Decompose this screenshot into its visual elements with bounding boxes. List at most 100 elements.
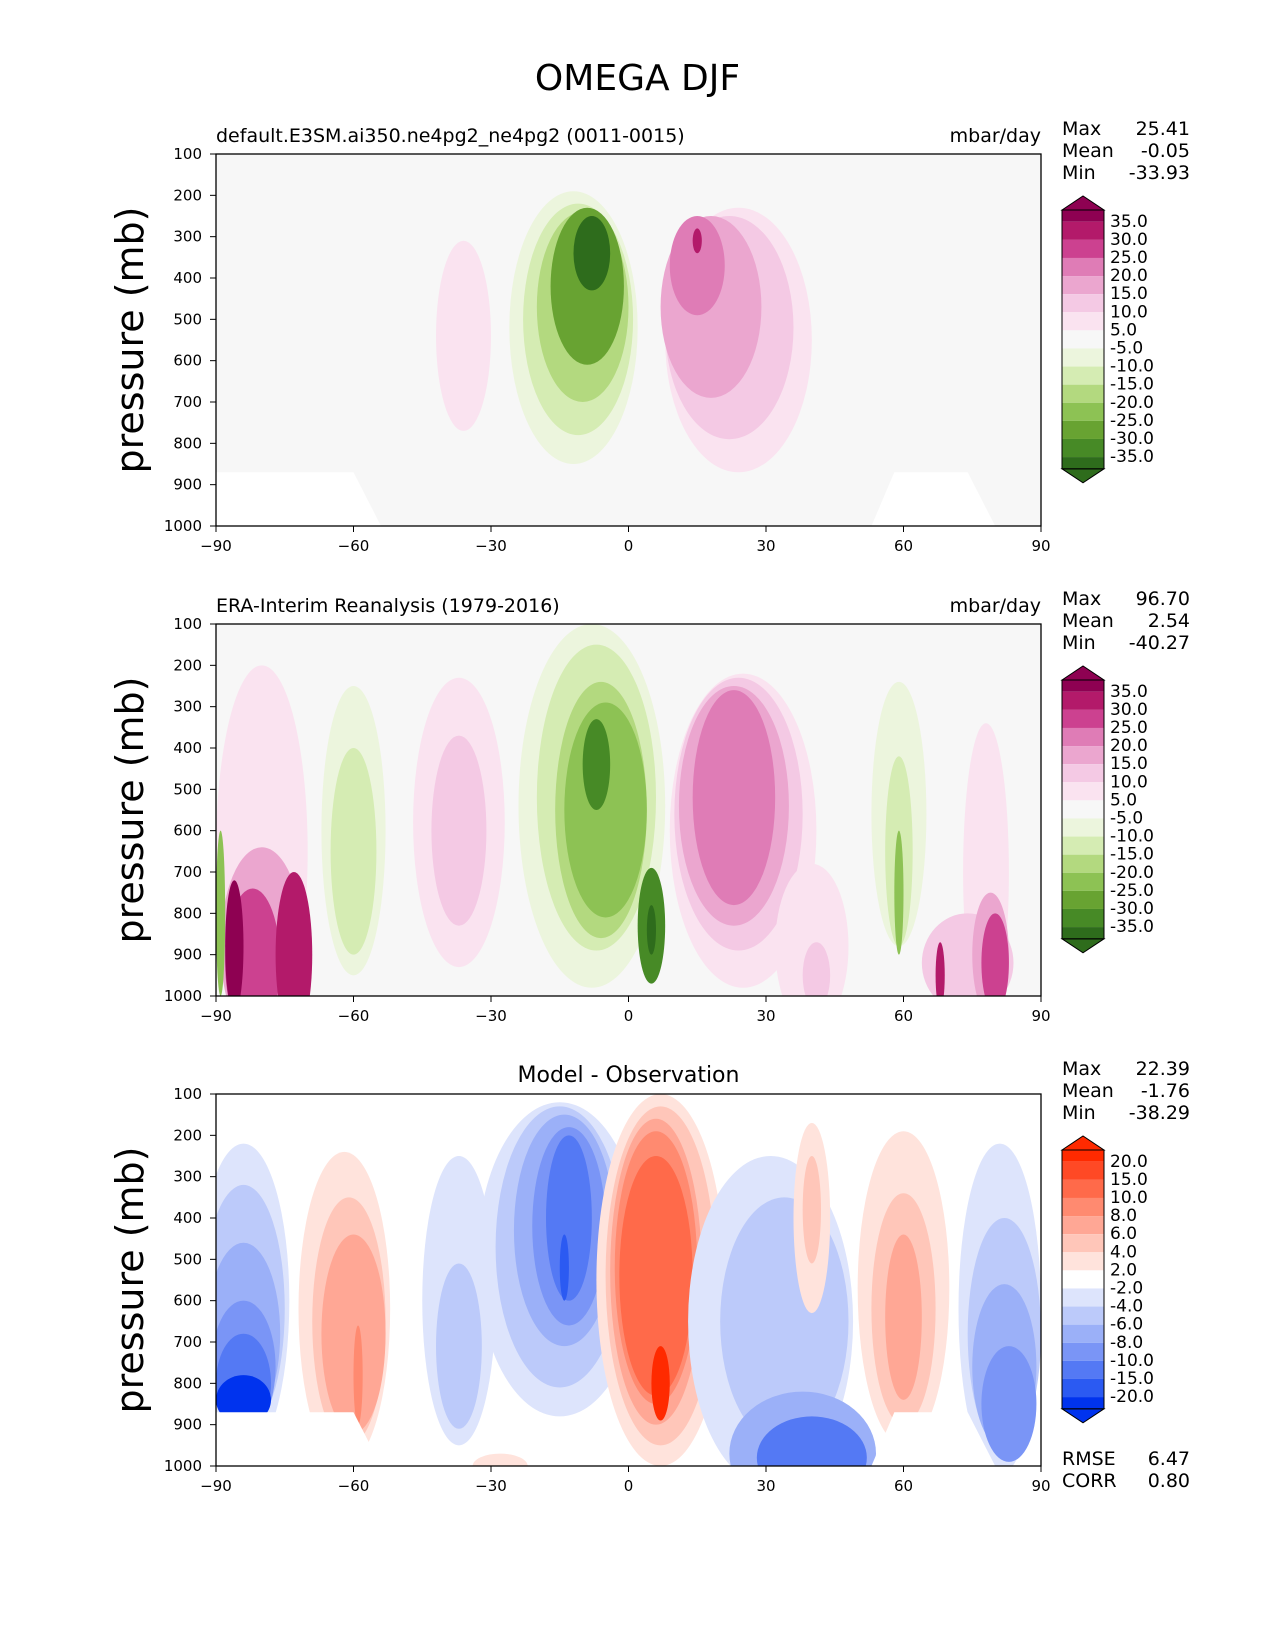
stat-label: Min [1062, 1102, 1096, 1124]
colorbar-swatch [1062, 348, 1104, 367]
y-tick-label: 1000 [164, 517, 202, 535]
contour-region [216, 1375, 271, 1425]
colorbar: 20.015.010.08.06.04.02.0-2.0-4.0-6.0-8.0… [1060, 1135, 1154, 1424]
units-label: mbar/day [950, 125, 1041, 147]
colorbar-swatch [1062, 854, 1104, 873]
y-tick-label: 800 [173, 434, 202, 452]
stat-value: -1.76 [1140, 1080, 1190, 1102]
terrain-mask [216, 1412, 381, 1466]
y-tick-label: 500 [173, 310, 202, 328]
colorbar-frame [1061, 1149, 1105, 1410]
stat-label: Mean [1062, 1080, 1114, 1102]
contour-region [692, 228, 702, 254]
y-tick-label: 1000 [164, 987, 202, 1005]
colorbar-swatch [1062, 384, 1104, 403]
colorbar-swatch [1062, 210, 1104, 222]
colorbar-tick-label: 35.0 [1110, 212, 1148, 232]
colorbar-tick-label: 20.0 [1110, 1152, 1148, 1172]
colorbar-tick-label: 15.0 [1110, 754, 1148, 774]
error-stats: RMSE 6.47 CORR 0.80 [1062, 1448, 1190, 1492]
stat-value: -40.27 [1128, 632, 1190, 654]
x-tick-label: 30 [756, 1477, 775, 1495]
colorbar-tick-label: -10.0 [1110, 827, 1154, 847]
y-tick-label: 200 [173, 656, 202, 674]
contour-field [216, 191, 996, 526]
terrain-mask [871, 472, 996, 526]
stat-label: Mean [1062, 610, 1114, 632]
y-tick-label: 300 [173, 698, 202, 716]
colorbar-swatch [1062, 312, 1104, 331]
panel-title: default.E3SM.ai350.ne4pg2_ne4pg2 (0011-0… [216, 125, 685, 147]
colorbar-tick-label: -25.0 [1110, 411, 1154, 431]
y-tick-label: 600 [173, 352, 202, 370]
terrain-mask [216, 472, 381, 526]
contour-region [431, 735, 487, 926]
x-tick-label: −30 [475, 1007, 507, 1025]
x-tick-label: −60 [338, 537, 370, 555]
colorbar-tick-label: -10.0 [1110, 357, 1154, 377]
x-tick-label: −60 [338, 1007, 370, 1025]
colorbar-swatch [1062, 1397, 1104, 1409]
x-tick-label: 0 [624, 537, 634, 555]
y-tick-label: 700 [173, 393, 202, 411]
colorbar-tick-label: -15.0 [1110, 1369, 1154, 1389]
colorbar-swatch [1062, 1161, 1104, 1180]
colorbar-swatch [1062, 257, 1104, 277]
contour-region [981, 913, 1009, 996]
y-tick-label: 700 [173, 1333, 202, 1351]
colorbar-tick-label: 20.0 [1110, 736, 1148, 756]
y-tick-label: 400 [173, 269, 202, 287]
colorbar-swatch [1062, 818, 1104, 837]
x-tick-label: −30 [475, 537, 507, 555]
contour-region [330, 748, 377, 955]
panel-title: Model - Observation [518, 1063, 740, 1088]
y-axis-label: pressure (mb) [108, 1146, 152, 1413]
colorbar-swatch [1062, 1324, 1104, 1343]
colorbar-tick-label: 4.0 [1110, 1242, 1137, 1262]
stat-value: -38.29 [1128, 1102, 1190, 1124]
colorbar-tick-label: -2.0 [1110, 1278, 1143, 1298]
y-tick-label: 700 [173, 863, 202, 881]
contour-region [619, 1156, 693, 1396]
stat-value: 2.54 [1147, 610, 1190, 632]
x-tick-label: 90 [1031, 1007, 1050, 1025]
colorbar-extend-bottom [1060, 468, 1106, 484]
colorbar-swatch [1062, 691, 1104, 710]
colorbar-tick-label: -20.0 [1110, 1387, 1154, 1407]
stat-value: 25.41 [1135, 118, 1190, 140]
contour-region [225, 880, 244, 996]
colorbar-swatch [1062, 1197, 1104, 1217]
colorbar-swatch [1062, 746, 1104, 765]
x-tick-label: 90 [1031, 537, 1050, 555]
stat-value: 6.47 [1147, 1448, 1190, 1470]
stat-label: Mean [1062, 140, 1114, 162]
colorbar-tick-label: -20.0 [1110, 863, 1154, 883]
figure-title: OMEGA DJF [534, 58, 741, 99]
colorbar-tick-label: -30.0 [1110, 429, 1154, 449]
stat-label: CORR [1062, 1470, 1117, 1492]
x-tick-label: −30 [475, 1477, 507, 1495]
colorbar-tick-label: 20.0 [1110, 266, 1148, 286]
contour-region [582, 719, 611, 810]
y-tick-label: 400 [173, 739, 202, 757]
colorbar-swatch [1062, 420, 1104, 439]
colorbar-swatch [1062, 1150, 1104, 1162]
colorbar-swatch [1062, 239, 1104, 258]
colorbar-tick-label: 15.0 [1110, 284, 1148, 304]
contour-region [573, 216, 611, 291]
y-tick-label: 100 [173, 615, 202, 633]
colorbar-swatch [1062, 680, 1104, 692]
stat-value: -0.05 [1140, 140, 1190, 162]
stat-value: 0.80 [1147, 1470, 1190, 1492]
colorbar-swatch [1062, 221, 1104, 240]
y-axis-label: pressure (mb) [108, 676, 152, 943]
stat-label: Max [1062, 118, 1102, 140]
y-tick-label: 900 [173, 946, 202, 964]
colorbar-swatch [1062, 366, 1104, 385]
colorbar-extend-top [1060, 195, 1106, 211]
contour-field [216, 1094, 1041, 1466]
colorbar-tick-label: 5.0 [1110, 320, 1137, 340]
contour-region [436, 240, 491, 431]
colorbar-tick-label: 10.0 [1110, 772, 1148, 792]
y-tick-label: 100 [173, 1085, 202, 1103]
